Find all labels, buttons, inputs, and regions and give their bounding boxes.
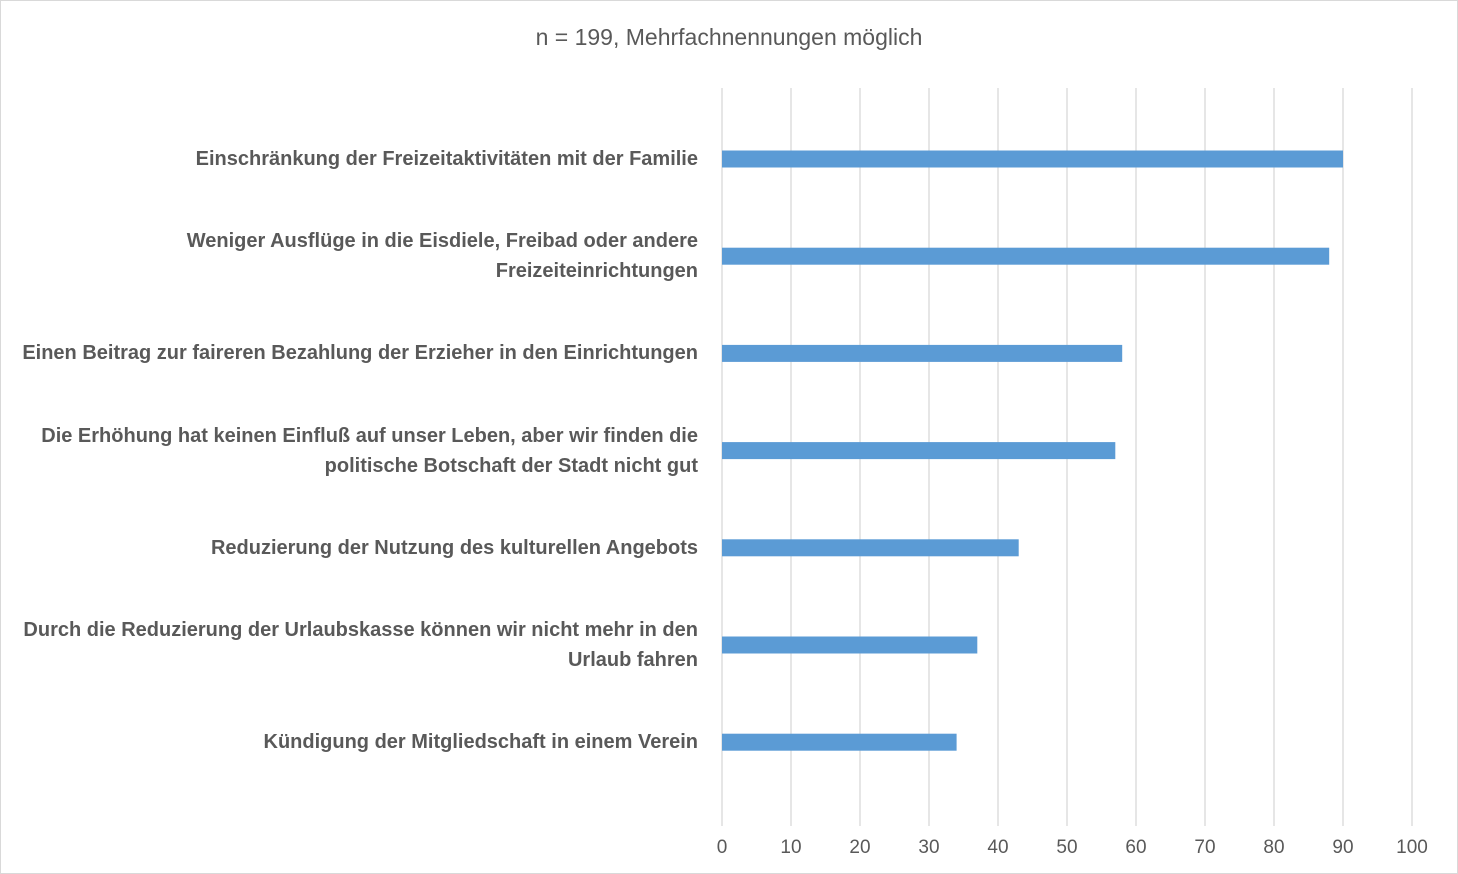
- category-label: Einschränkung der Freizeitaktivitäten mi…: [195, 148, 698, 170]
- bars: [722, 150, 1343, 751]
- bar: [722, 733, 957, 751]
- x-tick-label: 10: [780, 837, 801, 858]
- bar: [722, 442, 1116, 460]
- category-label: Die Erhöhung hat keinen Einfluß auf unse…: [41, 424, 698, 477]
- bar: [722, 539, 1019, 557]
- x-tick-label: 20: [849, 837, 870, 858]
- x-tick-label: 30: [918, 837, 939, 858]
- x-tick-label: 90: [1332, 837, 1353, 858]
- bar: [722, 150, 1343, 168]
- x-tick-label: 0: [717, 837, 728, 858]
- bar: [722, 636, 978, 654]
- category-label: Einen Beitrag zur faireren Bezahlung der…: [22, 342, 698, 365]
- category-label: Reduzierung der Nutzung des kulturellen …: [210, 536, 698, 559]
- x-tick-label: 50: [1056, 837, 1077, 858]
- x-tick-label: 100: [1396, 837, 1428, 858]
- x-tick-labels: 0 10 20 30 40 50 60 70 80 90 100: [717, 837, 1428, 858]
- chart-title: n = 199, Mehrfachnennungen möglich: [535, 24, 923, 50]
- category-label: Kündigung der Mitgliedschaft in einem Ve…: [263, 731, 699, 754]
- bar: [722, 344, 1123, 362]
- category-label: Durch die Reduzierung der Urlaubskasse k…: [23, 619, 698, 671]
- bar: [722, 247, 1330, 265]
- category-label: Weniger Ausflüge in die Eisdiele, Freiba…: [186, 230, 698, 283]
- x-tick-label: 40: [987, 837, 1008, 858]
- x-tick-label: 80: [1263, 837, 1284, 858]
- x-tick-label: 70: [1194, 837, 1215, 858]
- x-tick-label: 60: [1125, 837, 1146, 858]
